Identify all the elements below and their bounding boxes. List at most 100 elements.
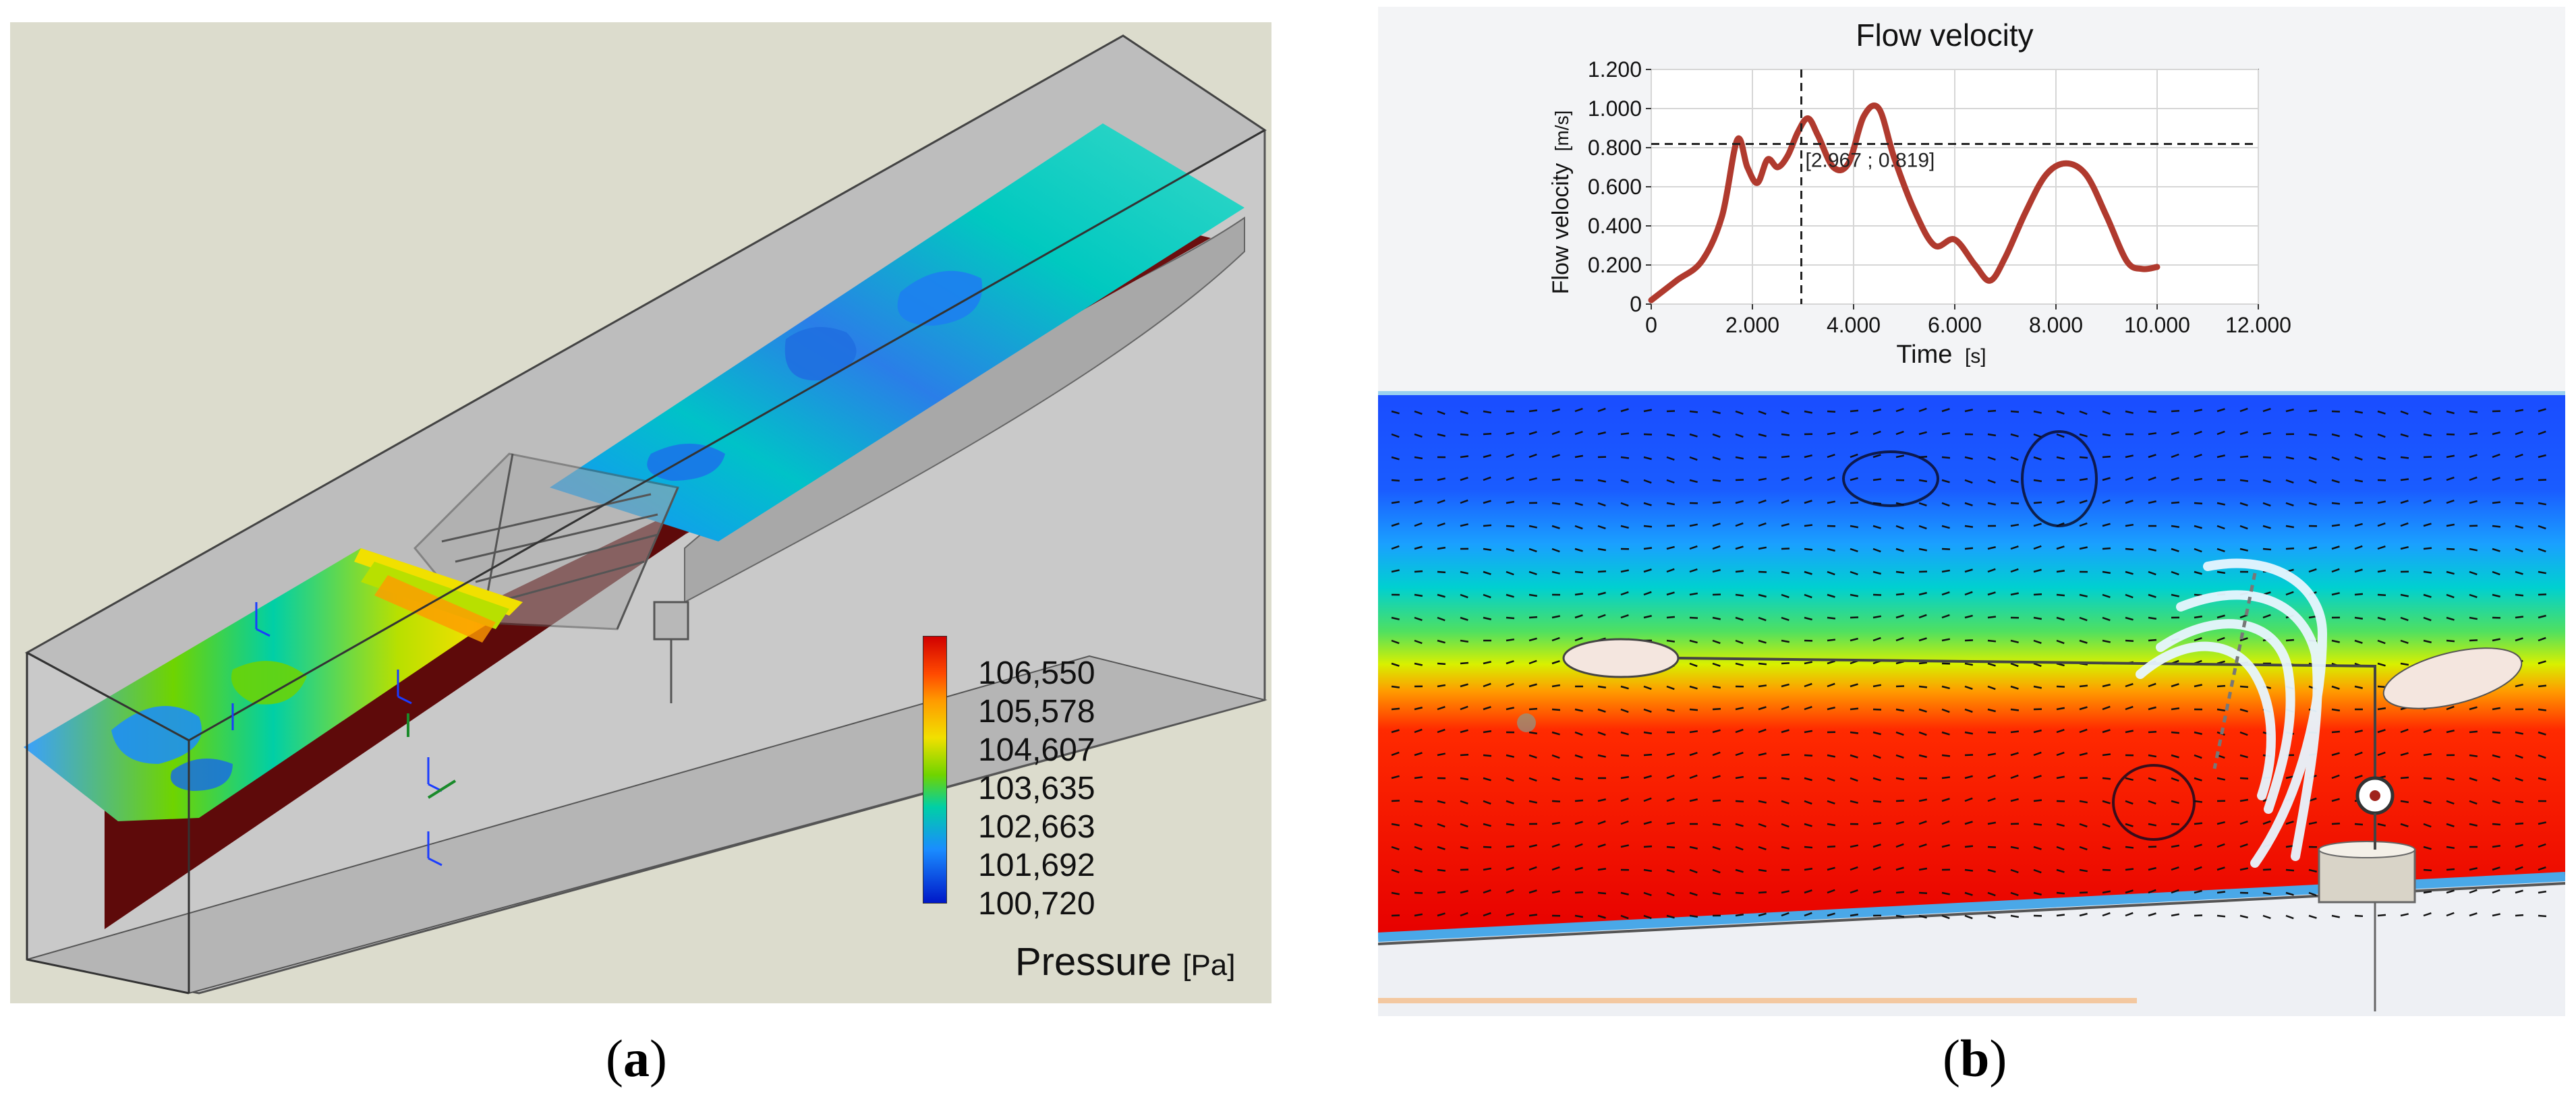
vector-arrow xyxy=(1918,708,1927,713)
vector-arrow xyxy=(2492,453,2500,459)
vector-arrow xyxy=(2377,914,2386,917)
vector-arrow xyxy=(1689,662,1698,668)
vector-arrow xyxy=(2515,453,2523,459)
vector-arrow xyxy=(1414,823,1423,827)
vector-arrow xyxy=(1506,754,1514,758)
vector-arrow xyxy=(1758,846,1767,850)
vector-arrow xyxy=(1895,777,1905,781)
vector-arrow xyxy=(2492,593,2500,598)
vector-arrow xyxy=(1597,685,1607,688)
vector-arrow xyxy=(2125,523,2134,527)
vector-arrow xyxy=(1506,570,1514,576)
vector-arrow xyxy=(1781,890,1790,894)
vector-arrow xyxy=(1460,683,1468,688)
vector-arrow xyxy=(1735,800,1744,803)
vector-arrow xyxy=(1666,685,1675,690)
vector-arrow xyxy=(1574,799,1584,802)
vector-arrow xyxy=(1414,456,1423,460)
vector-arrow xyxy=(2056,545,2065,550)
vector-arrow xyxy=(2308,433,2318,436)
vector-arrow xyxy=(1574,891,1584,894)
vector-arrow xyxy=(1483,410,1492,414)
vector-arrow xyxy=(1460,593,1468,599)
vector-arrow xyxy=(2079,800,2088,804)
vector-arrow xyxy=(2400,728,2409,734)
vector-arrow xyxy=(2239,820,2248,825)
vector-arrow xyxy=(2171,548,2179,552)
vector-arrow xyxy=(2239,843,2248,848)
vector-arrow xyxy=(1551,525,1560,529)
vector-arrow xyxy=(1804,410,1813,414)
x-tick-label: 6.000 xyxy=(1928,313,1982,337)
vector-arrow xyxy=(2492,754,2500,759)
vector-arrow xyxy=(2102,753,2111,757)
vector-arrow xyxy=(1735,728,1744,734)
vector-arrow xyxy=(2469,867,2478,871)
vector-arrow xyxy=(1666,639,1676,643)
vector-arrow xyxy=(1437,800,1446,804)
vector-arrow xyxy=(1528,525,1538,529)
vector-arrow xyxy=(2056,500,2065,504)
vector-arrow xyxy=(2125,705,2134,711)
vector-arrows xyxy=(1391,407,2547,920)
vector-arrow xyxy=(2102,846,2111,850)
vector-arrow xyxy=(1712,662,1721,668)
vector-arrow xyxy=(1850,844,1859,848)
vector-arrow xyxy=(1528,616,1538,619)
vector-arrow xyxy=(1964,547,1974,550)
vector-arrow xyxy=(2216,570,2226,574)
vector-arrow xyxy=(2285,479,2294,484)
vector-arrow xyxy=(2148,639,2157,642)
vector-arrow xyxy=(1712,410,1721,415)
vector-arrow xyxy=(1850,570,1858,576)
vector-arrow xyxy=(1506,525,1515,528)
vector-arrow xyxy=(1941,820,1950,825)
vector-arrow xyxy=(1918,431,1927,436)
vector-arrow xyxy=(2171,754,2179,759)
vector-arrow xyxy=(2125,800,2134,805)
vector-arrow xyxy=(1850,754,1858,759)
vector-arrow xyxy=(1483,800,1491,805)
vector-arrow xyxy=(2423,777,2432,780)
vector-arrow xyxy=(1964,685,1973,690)
y-tick-label: 0.200 xyxy=(1588,253,1642,277)
vector-arrow xyxy=(1391,639,1400,645)
vector-arrow xyxy=(2125,616,2134,621)
vector-arrow xyxy=(1574,754,1583,759)
vector-arrow xyxy=(2171,477,2179,481)
vector-arrow xyxy=(1941,914,1950,920)
vector-arrow xyxy=(2308,479,2317,484)
vector-arrow xyxy=(2102,570,2111,574)
vector-arrow xyxy=(2216,708,2226,712)
vector-arrow xyxy=(1437,752,1446,757)
vector-arrow xyxy=(1666,479,1675,484)
vector-arrow xyxy=(2515,800,2524,804)
vector-arrow xyxy=(2033,501,2042,504)
vector-arrow xyxy=(2469,889,2478,894)
vector-arrow xyxy=(2400,593,2409,597)
vector-arrow xyxy=(2492,570,2500,576)
vector-arrow xyxy=(1483,476,1491,481)
vector-arrow xyxy=(2010,774,2019,779)
vector-arrow xyxy=(1437,684,1446,688)
vector-arrow xyxy=(1414,913,1423,917)
vector-arrow xyxy=(1551,615,1560,619)
vector-arrow xyxy=(2239,407,2248,413)
vector-arrow xyxy=(2262,432,2272,436)
vector-arrow xyxy=(2010,914,2020,918)
vector-arrow xyxy=(2033,775,2042,779)
vector-arrow xyxy=(1735,846,1744,851)
vector-arrow xyxy=(2400,500,2409,504)
vector-arrow xyxy=(1437,912,1446,917)
vector-arrow xyxy=(2102,800,2111,804)
vector-arrow xyxy=(1666,868,1675,873)
vector-arrow xyxy=(1895,614,1904,619)
vector-arrow xyxy=(1574,407,1583,413)
vector-arrow xyxy=(1872,800,1882,803)
vector-arrow xyxy=(2239,754,2248,759)
vector-arrow xyxy=(2469,410,2478,413)
vector-arrow xyxy=(2148,800,2156,805)
left-foil xyxy=(1562,638,1680,678)
vector-arrow xyxy=(1460,570,1468,574)
vector-arrow xyxy=(1620,798,1629,802)
